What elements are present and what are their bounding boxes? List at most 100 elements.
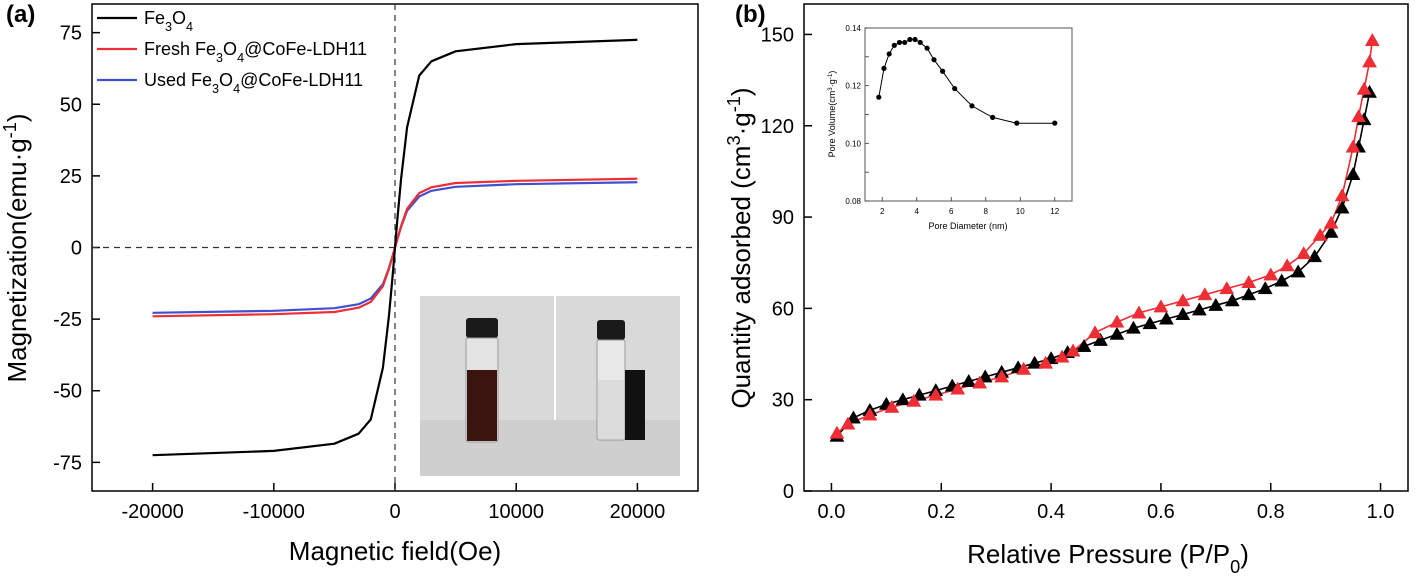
y-tick-label: 0: [783, 481, 794, 503]
panel-b-y-ticks: 0 30 60 90 120 150: [761, 24, 812, 503]
triangle-marker: [1312, 227, 1328, 241]
inset-y-axis-label: Pore Volume(cm3·g-1): [827, 71, 838, 158]
panel-b-x-axis-label: Relative Pressure (P/P0): [967, 539, 1249, 577]
triangle-marker: [972, 375, 988, 389]
inset-y-tick-label: 0.12: [845, 82, 861, 91]
x-tick-label: 0.2: [927, 501, 955, 523]
inset-circle-marker: [886, 51, 892, 57]
triangle-marker: [1142, 316, 1158, 330]
triangle-marker: [884, 399, 900, 413]
triangle-marker: [1241, 287, 1257, 301]
triangle-marker: [961, 373, 977, 387]
y-tick-label: -25: [53, 309, 82, 331]
triangle-marker: [1307, 249, 1323, 263]
panel-b-y-axis-label: Quantity adsorbed (cm3·g-1): [724, 87, 756, 408]
triangle-marker: [1175, 293, 1191, 307]
panel-a-legend: Fe3O4 Fresh Fe3O4@CoFe-LDH11 Used Fe3O4@Co…: [97, 8, 367, 96]
inset-x-tick-label: 6: [949, 207, 954, 216]
inset-circle-marker: [952, 85, 958, 92]
y-tick-label: 60: [772, 298, 794, 320]
y-tick-label: 120: [761, 116, 794, 138]
x-tick-label: 0: [389, 501, 400, 523]
panel-b-series: [829, 33, 1380, 442]
x-tick-label: 0.8: [1257, 501, 1285, 523]
inset-x-tick-label: 8: [984, 207, 989, 216]
triangle-marker: [994, 369, 1010, 383]
triangle-marker: [1153, 299, 1169, 313]
inset-x-axis-label: Pore Diameter (nm): [928, 221, 1007, 231]
triangle-marker: [1093, 332, 1108, 346]
inset-ticks: 2 4 6 8 10 12 0.08 0.10 0.12 0.14: [845, 24, 1059, 216]
triangle-marker: [1279, 258, 1295, 272]
triangle-marker: [1126, 320, 1141, 334]
y-tick-label: 0: [71, 238, 82, 260]
triangle-marker: [1219, 281, 1235, 295]
triangle-marker: [906, 393, 922, 407]
triangle-marker: [1263, 267, 1279, 281]
y-tick-label: 75: [60, 23, 82, 45]
inset-y-tick-label: 0.08: [845, 197, 861, 206]
triangle-marker: [1351, 109, 1367, 123]
inset-y-tick-label: 0.14: [845, 24, 861, 33]
y-tick-label: -50: [53, 381, 82, 403]
triangle-marker: [895, 392, 911, 406]
panel-a-x-ticks: -20000 -10000 0 10000 20000: [121, 483, 665, 523]
x-tick-label: -20000: [121, 501, 183, 523]
triangle-marker: [1323, 215, 1339, 229]
inset-y-tick-label: 0.10: [845, 139, 861, 148]
x-tick-label: -10000: [243, 501, 305, 523]
panel-b-x-ticks: 0.0 0.2 0.4 0.6 0.8 1.0: [818, 483, 1394, 523]
inset-series: [876, 36, 1058, 126]
triangle-marker: [1027, 355, 1043, 369]
inset-circle-marker: [912, 36, 918, 43]
triangle-marker: [1224, 293, 1240, 307]
inset-x-tick-label: 4: [915, 207, 920, 216]
inset-circle-marker: [990, 114, 996, 120]
triangle-marker: [1208, 297, 1224, 311]
triangle-marker: [1131, 305, 1147, 319]
legend-entry: Fresh Fe3O4@CoFe-LDH11: [144, 39, 367, 65]
panel-b-label: (b): [735, 1, 766, 28]
triangle-marker: [1334, 188, 1350, 202]
triangle-marker: [1356, 81, 1372, 95]
inset-circle-marker: [1052, 120, 1058, 126]
x-tick-label: 0.6: [1147, 501, 1175, 523]
x-tick-label: 20000: [610, 501, 666, 523]
triangle-marker: [1197, 287, 1213, 301]
legend-entry: Fe3O4: [144, 8, 193, 34]
panel-a-magnetization-chart: -20000 -10000 0 10000 20000 -75 -50 -25 0 25 50 75…: [0, 1, 699, 566]
triangle-marker: [1296, 246, 1312, 260]
triangle-marker: [1087, 325, 1103, 339]
triangle-marker: [928, 387, 944, 401]
vials-photo-inset: [420, 296, 680, 476]
inset-circle-marker: [924, 45, 930, 51]
panel-a-series: [92, 4, 698, 491]
inset-circle-marker: [896, 39, 903, 46]
inset-x-tick-label: 10: [1016, 207, 1025, 216]
triangle-marker: [862, 407, 878, 421]
triangle-marker: [1158, 311, 1174, 325]
triangle-marker: [1076, 338, 1092, 352]
inset-circle-marker: [940, 68, 946, 74]
triangle-marker: [1038, 355, 1054, 369]
x-tick-label: 0.4: [1037, 501, 1065, 523]
series-line: [152, 38, 638, 457]
inset-circle-marker: [969, 103, 975, 109]
triangle-marker: [1334, 200, 1350, 214]
triangle-marker: [1323, 224, 1339, 238]
inset-circle-marker: [917, 39, 923, 46]
triangle-marker: [1274, 273, 1290, 287]
y-tick-label: -75: [53, 452, 82, 474]
inset-circle-marker: [902, 39, 908, 46]
triangle-marker: [1345, 166, 1361, 180]
triangle-marker: [1065, 343, 1081, 357]
inset-circle-marker: [1014, 120, 1020, 126]
panel-b-plot-frame: [803, 3, 1409, 492]
x-tick-label: 0.0: [818, 501, 846, 523]
panel-a-y-axis-label: Magnetization(emu·g-1): [0, 113, 32, 382]
triangle-marker: [1364, 33, 1380, 47]
panel-a-y-ticks: -75 -50 -25 0 25 50 75: [53, 23, 100, 474]
triangle-marker: [1257, 281, 1273, 295]
triangle-marker: [840, 416, 856, 430]
